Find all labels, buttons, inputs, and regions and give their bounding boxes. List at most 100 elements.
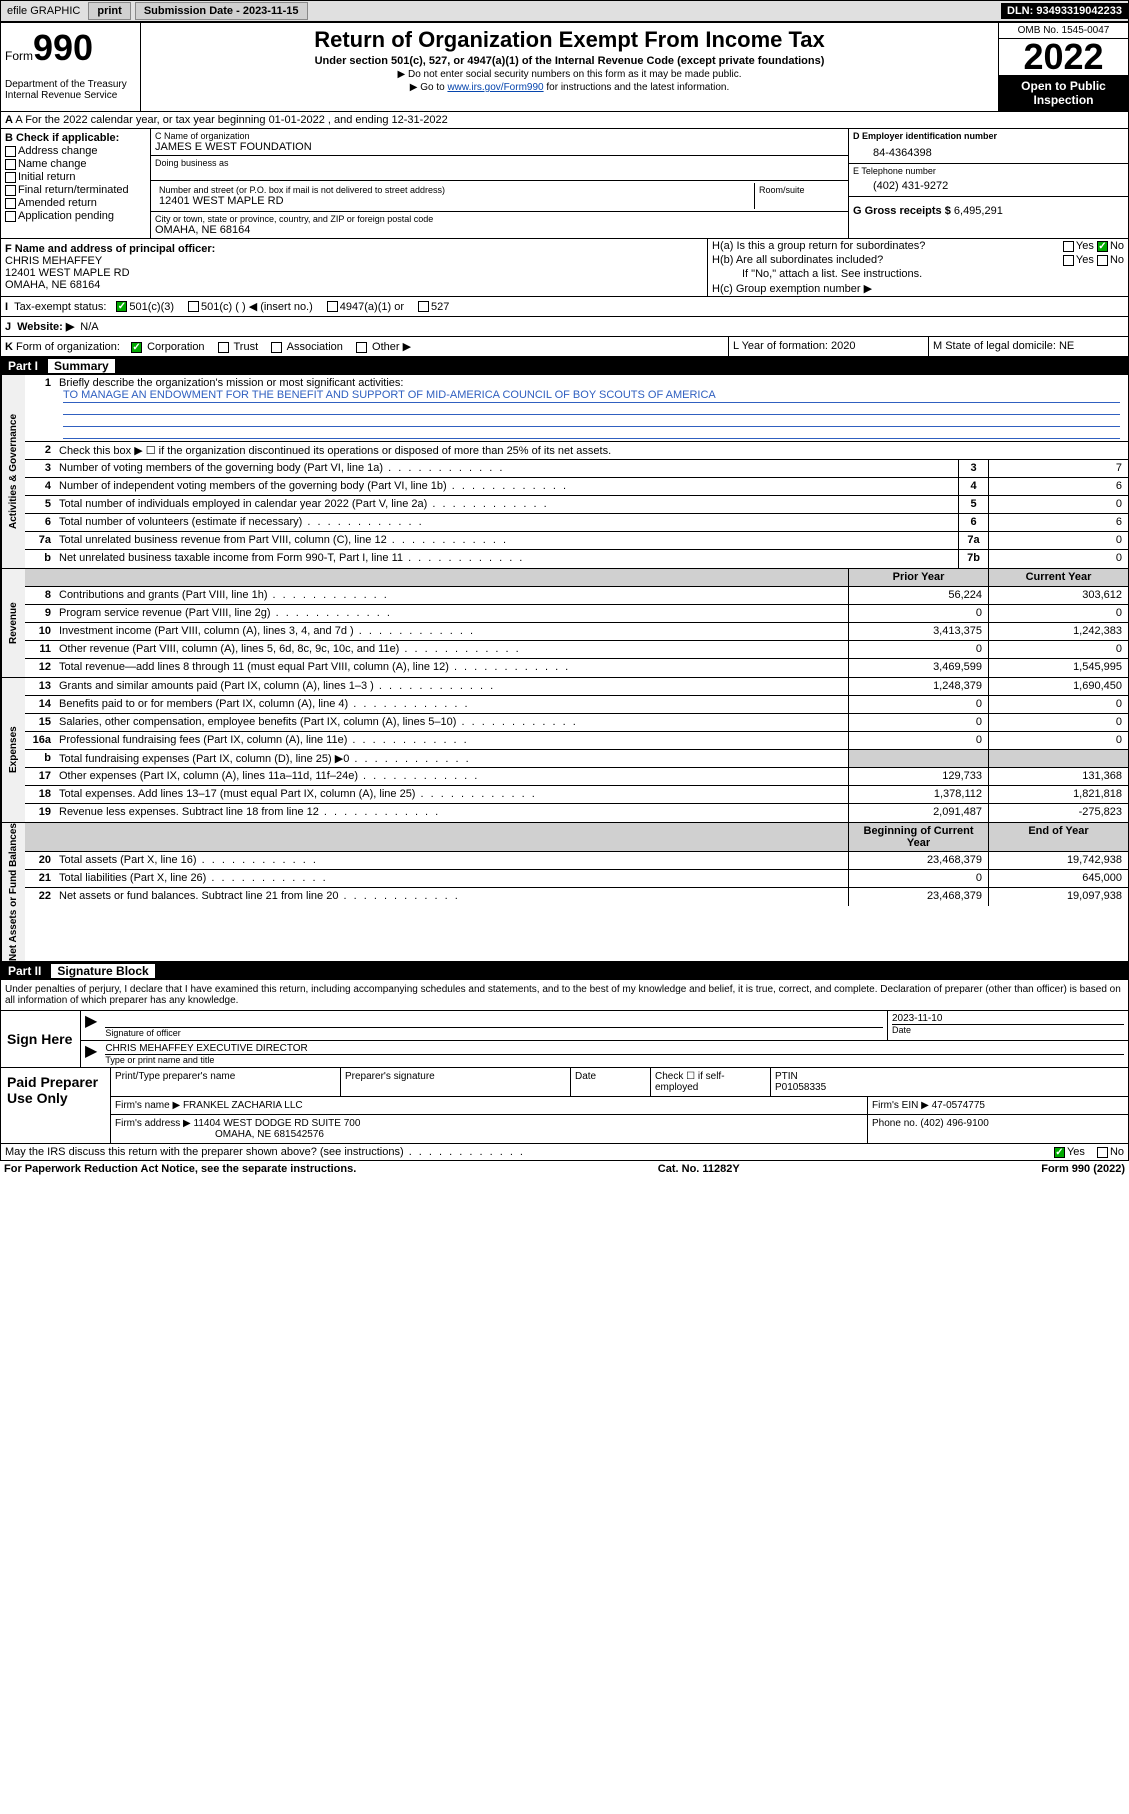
hb-label: H(b) Are all subordinates included? <box>712 254 883 266</box>
form-note-2: ▶ Go to www.irs.gov/Form990 for instruct… <box>147 82 992 93</box>
note2-pre: ▶ Go to <box>410 82 448 93</box>
irs-link[interactable]: www.irs.gov/Form990 <box>447 82 543 93</box>
sign-here-label: Sign Here <box>1 1011 81 1067</box>
cb-501c[interactable] <box>188 301 199 312</box>
row-k-lead: K <box>5 341 13 353</box>
row-a-text: A For the 2022 calendar year, or tax yea… <box>15 114 447 126</box>
col-b-checkboxes: B Check if applicable: Address change Na… <box>1 129 151 238</box>
open-public-badge: Open to Public Inspection <box>999 75 1128 111</box>
side-expenses: Expenses <box>1 678 25 822</box>
ptin-value: P01058335 <box>775 1082 826 1093</box>
summary-row-6: 6Total number of volunteers (estimate if… <box>25 514 1128 532</box>
efile-label: efile GRAPHIC <box>1 3 86 19</box>
firm-phone: (402) 496-9100 <box>920 1118 988 1129</box>
form-990-number: 990 <box>33 27 93 68</box>
row-i-label: Tax-exempt status: <box>14 301 106 313</box>
cat-no: Cat. No. 11282Y <box>658 1163 740 1175</box>
discuss-no[interactable] <box>1097 1147 1108 1158</box>
side-activities-governance: Activities & Governance <box>1 375 25 568</box>
phone-label: E Telephone number <box>853 166 1124 176</box>
sig-date-label: Date <box>892 1024 1124 1035</box>
firm-ein: 47-0574775 <box>932 1100 985 1111</box>
firm-ein-label: Firm's EIN ▶ <box>872 1100 929 1111</box>
line1-desc: Briefly describe the organization's miss… <box>55 375 1128 441</box>
submission-date: Submission Date - 2023-11-15 <box>135 2 308 20</box>
discuss-yes[interactable] <box>1054 1147 1065 1158</box>
discuss-row: May the IRS discuss this return with the… <box>0 1144 1129 1161</box>
officer-name: CHRIS MEHAFFEY <box>5 255 703 267</box>
note2-post: for instructions and the latest informat… <box>544 82 730 93</box>
hb-yes[interactable] <box>1063 255 1074 266</box>
org-name-label: C Name of organization <box>155 131 844 141</box>
summary-row-12: 12Total revenue—add lines 8 through 11 (… <box>25 659 1128 677</box>
dba-label: Doing business as <box>155 158 844 168</box>
opt-corp: Corporation <box>147 341 204 353</box>
summary-row-19: 19Revenue less expenses. Subtract line 1… <box>25 804 1128 822</box>
room-label: Room/suite <box>759 185 840 195</box>
ptin-label: PTIN <box>775 1071 798 1082</box>
opt-other: Other ▶ <box>372 341 411 353</box>
dln-label: DLN: 93493319042233 <box>1001 3 1128 19</box>
discuss-label: May the IRS discuss this return with the… <box>5 1146 1054 1158</box>
ha-no[interactable] <box>1097 241 1108 252</box>
officer-label: F Name and address of principal officer: <box>5 243 703 255</box>
summary-row-b: bTotal fundraising expenses (Part IX, co… <box>25 750 1128 768</box>
row-i-lead: I <box>5 301 8 313</box>
firm-phone-label: Phone no. <box>872 1118 918 1129</box>
section-f-h: F Name and address of principal officer:… <box>0 239 1129 297</box>
beg-year-hdr: Beginning of Current Year <box>848 823 988 851</box>
summary-row-16a: 16aProfessional fundraising fees (Part I… <box>25 732 1128 750</box>
firm-addr-label: Firm's address ▶ <box>115 1118 191 1129</box>
ha-label: H(a) Is this a group return for subordin… <box>712 240 925 252</box>
print-button[interactable]: print <box>88 2 130 20</box>
cb-address-change[interactable]: Address change <box>5 145 146 157</box>
cb-4947[interactable] <box>327 301 338 312</box>
prep-date-hdr: Date <box>571 1068 651 1096</box>
hb-no[interactable] <box>1097 255 1108 266</box>
cb-name-change[interactable]: Name change <box>5 158 146 170</box>
cb-application-pending[interactable]: Application pending <box>5 210 146 222</box>
tax-year: 2022 <box>999 39 1128 75</box>
section-b-through-g: B Check if applicable: Address change Na… <box>0 129 1129 239</box>
firm-addr: 11404 WEST DODGE RD SUITE 700 <box>194 1118 361 1129</box>
row-a-tax-year: A A For the 2022 calendar year, or tax y… <box>0 112 1129 129</box>
form-note-1: ▶ Do not enter social security numbers o… <box>147 69 992 80</box>
form-number: Form990 <box>5 27 136 69</box>
summary-row-b: bNet unrelated business taxable income f… <box>25 550 1128 568</box>
year-formation: L Year of formation: 2020 <box>728 337 928 356</box>
cb-association[interactable] <box>271 342 282 353</box>
summary-row-15: 15Salaries, other compensation, employee… <box>25 714 1128 732</box>
footer-final: For Paperwork Reduction Act Notice, see … <box>0 1161 1129 1177</box>
cb-other[interactable] <box>356 342 367 353</box>
opt-trust: Trust <box>233 341 258 353</box>
cb-initial-return[interactable]: Initial return <box>5 171 146 183</box>
cb-corporation[interactable] <box>131 342 142 353</box>
form-header: Form990 Department of the Treasury Inter… <box>0 22 1129 112</box>
summary-row-20: 20Total assets (Part X, line 16)23,468,3… <box>25 852 1128 870</box>
gross-receipts-value: 6,495,291 <box>954 205 1003 217</box>
cb-final-return[interactable]: Final return/terminated <box>5 184 146 196</box>
col-b-header: B Check if applicable: <box>5 132 146 144</box>
row-j-website: J Website: ▶ N/A <box>0 317 1129 337</box>
cb-501c3[interactable] <box>116 301 127 312</box>
summary-row-11: 11Other revenue (Part VIII, column (A), … <box>25 641 1128 659</box>
state-domicile: M State of legal domicile: NE <box>928 337 1128 356</box>
summary-row-13: 13Grants and similar amounts paid (Part … <box>25 678 1128 696</box>
sign-here-block: Sign Here ▶ Signature of officer 2023-11… <box>0 1011 1129 1068</box>
ein-label: D Employer identification number <box>853 131 997 141</box>
name-title-label: Type or print name and title <box>105 1054 1124 1065</box>
ha-yes[interactable] <box>1063 241 1074 252</box>
form-ref: Form 990 (2022) <box>1041 1163 1125 1175</box>
opt-501c: 501(c) ( ) ◀ (insert no.) <box>201 300 313 313</box>
cb-amended-return[interactable]: Amended return <box>5 197 146 209</box>
org-city: OMAHA, NE 68164 <box>155 224 844 236</box>
org-address: 12401 WEST MAPLE RD <box>159 195 750 207</box>
arrow-icon-2: ▶ <box>81 1041 101 1067</box>
prep-check-self: Check ☐ if self-employed <box>651 1068 771 1096</box>
cb-trust[interactable] <box>218 342 229 353</box>
firm-name-label: Firm's name ▶ <box>115 1100 180 1111</box>
row-i-tax-status: I Tax-exempt status: 501(c)(3) 501(c) ( … <box>0 297 1129 317</box>
cb-527[interactable] <box>418 301 429 312</box>
ein-value: 84-4364398 <box>853 141 1124 161</box>
part2-title: Signature Block <box>51 964 154 978</box>
